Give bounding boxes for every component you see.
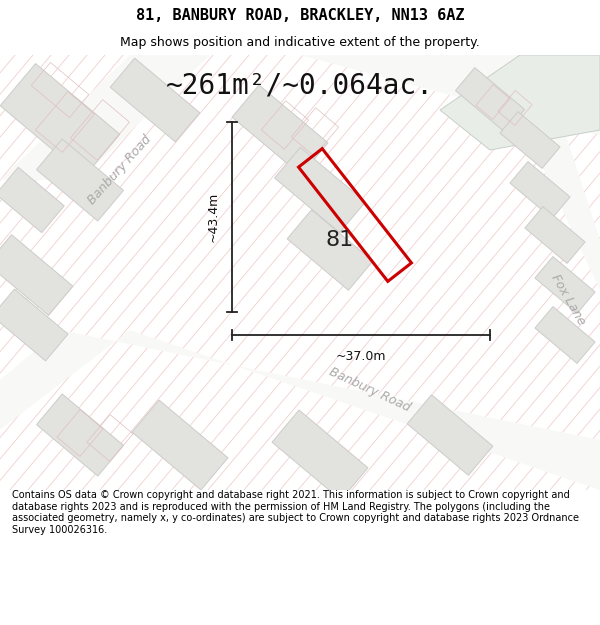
Polygon shape (110, 58, 200, 142)
Polygon shape (455, 68, 524, 132)
Polygon shape (440, 55, 600, 150)
Text: Banbury Road: Banbury Road (86, 133, 154, 207)
Polygon shape (37, 139, 124, 221)
Polygon shape (525, 207, 585, 263)
Polygon shape (275, 148, 365, 232)
Text: ~43.4m: ~43.4m (207, 192, 220, 242)
Text: Map shows position and indicative extent of the property.: Map shows position and indicative extent… (120, 36, 480, 49)
Polygon shape (535, 257, 595, 313)
Text: ~261m²/~0.064ac.: ~261m²/~0.064ac. (166, 71, 434, 99)
Polygon shape (500, 112, 560, 168)
Polygon shape (407, 395, 493, 475)
Text: Fox Lane: Fox Lane (548, 272, 588, 328)
Polygon shape (0, 289, 68, 361)
Text: 81, BANBURY ROAD, BRACKLEY, NN13 6AZ: 81, BANBURY ROAD, BRACKLEY, NN13 6AZ (136, 8, 464, 23)
Polygon shape (490, 55, 600, 290)
Text: ~37.0m: ~37.0m (336, 350, 386, 363)
Polygon shape (535, 307, 595, 363)
Text: 81: 81 (326, 230, 354, 250)
Polygon shape (0, 0, 600, 135)
Polygon shape (0, 330, 600, 490)
Polygon shape (510, 162, 570, 218)
Polygon shape (0, 55, 210, 180)
Text: Banbury Road: Banbury Road (328, 366, 413, 414)
Polygon shape (0, 235, 73, 315)
Polygon shape (37, 394, 124, 476)
Polygon shape (0, 168, 64, 232)
Polygon shape (287, 210, 373, 290)
Polygon shape (0, 64, 120, 176)
Text: Contains OS data © Crown copyright and database right 2021. This information is : Contains OS data © Crown copyright and d… (12, 490, 579, 535)
Polygon shape (272, 410, 368, 500)
Polygon shape (232, 85, 328, 175)
Polygon shape (132, 400, 228, 490)
